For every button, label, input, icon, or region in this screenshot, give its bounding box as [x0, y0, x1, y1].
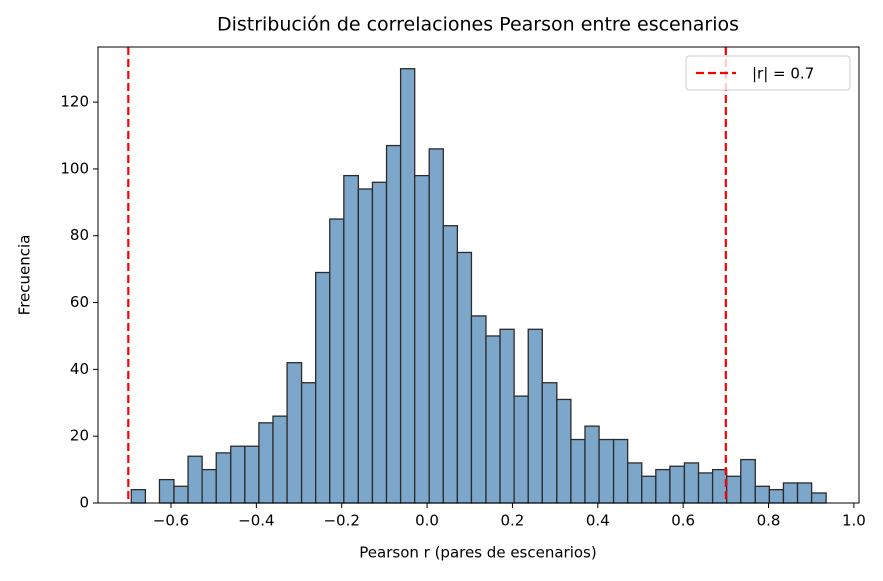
histogram-bar [612, 438, 629, 504]
x-tick-label: −0.6 [153, 512, 189, 530]
histogram-bar [598, 438, 615, 504]
y-axis-label: Frecuencia [16, 235, 34, 316]
histogram-bar [782, 482, 799, 504]
histogram-bar [399, 68, 416, 504]
histogram-bar [414, 174, 430, 504]
histogram-bar [584, 425, 600, 504]
histogram-bar [230, 445, 246, 504]
legend-label: |r| = 0.7 [752, 65, 814, 83]
histogram-bar [627, 462, 643, 504]
y-tick-label: 120 [60, 93, 89, 111]
x-tick-label: 1.0 [842, 512, 866, 530]
histogram-bar [385, 144, 402, 504]
histogram-bar [158, 478, 175, 504]
histogram-bar [357, 188, 374, 504]
histogram-bar [300, 382, 317, 504]
histogram-bar [513, 395, 529, 504]
histogram-bar [556, 398, 572, 504]
histogram-bar [201, 468, 217, 504]
y-tick-label: 60 [70, 293, 89, 311]
histogram-bar [810, 492, 827, 504]
x-tick-label: −0.2 [323, 512, 359, 530]
histogram-bar [173, 485, 189, 504]
histogram-bar [740, 458, 756, 504]
chart-title: Distribución de correlaciones Pearson en… [217, 14, 739, 36]
histogram-bar [244, 445, 260, 504]
histogram-bar [315, 271, 331, 504]
x-tick-label: 0.8 [757, 512, 781, 530]
x-tick-label: 0.0 [415, 512, 439, 530]
y-tick-label: 0 [79, 494, 89, 512]
histogram-bar [286, 362, 303, 504]
histogram-bar [527, 328, 543, 504]
x-tick-label: 0.6 [671, 512, 695, 530]
histogram-bar [428, 148, 444, 504]
y-tick-label: 100 [60, 159, 89, 177]
y-tick-label: 40 [70, 360, 89, 378]
histogram-bar [442, 225, 459, 504]
histogram-bar [456, 251, 473, 504]
x-tick-label: 0.2 [501, 512, 525, 530]
histogram-bar [683, 462, 700, 504]
histogram-bar [371, 181, 388, 504]
y-tick-label: 80 [70, 226, 89, 244]
plot-frame [97, 46, 860, 504]
histogram-bar [570, 438, 586, 504]
histogram-bar [187, 455, 203, 504]
x-tick-label: −0.4 [238, 512, 274, 530]
histogram-bar [343, 174, 360, 504]
histogram-bar [754, 485, 771, 504]
histogram-bar [470, 315, 487, 504]
histogram-bar [329, 218, 345, 504]
x-tick-label: 0.4 [586, 512, 610, 530]
histogram-bar [641, 475, 657, 504]
histogram-bar [697, 472, 714, 504]
histogram-bar [726, 475, 742, 504]
histogram-bar [711, 468, 728, 504]
x-axis-label: Pearson r (pares de escenarios) [359, 544, 596, 562]
histogram-bar [541, 382, 558, 504]
histogram-bar [499, 328, 515, 504]
histogram-bar [485, 335, 501, 504]
histogram-bar [130, 488, 147, 504]
y-tick-label: 20 [70, 427, 89, 445]
histogram-bar [258, 422, 274, 504]
histogram-bar [669, 465, 686, 504]
legend-box [685, 55, 851, 91]
histogram-bar [272, 415, 288, 504]
histogram-bar [215, 452, 232, 504]
histogram-bar [655, 468, 671, 504]
histogram-bar [768, 488, 785, 504]
histogram-bar [796, 482, 813, 504]
legend: |r| = 0.7 [685, 55, 851, 91]
